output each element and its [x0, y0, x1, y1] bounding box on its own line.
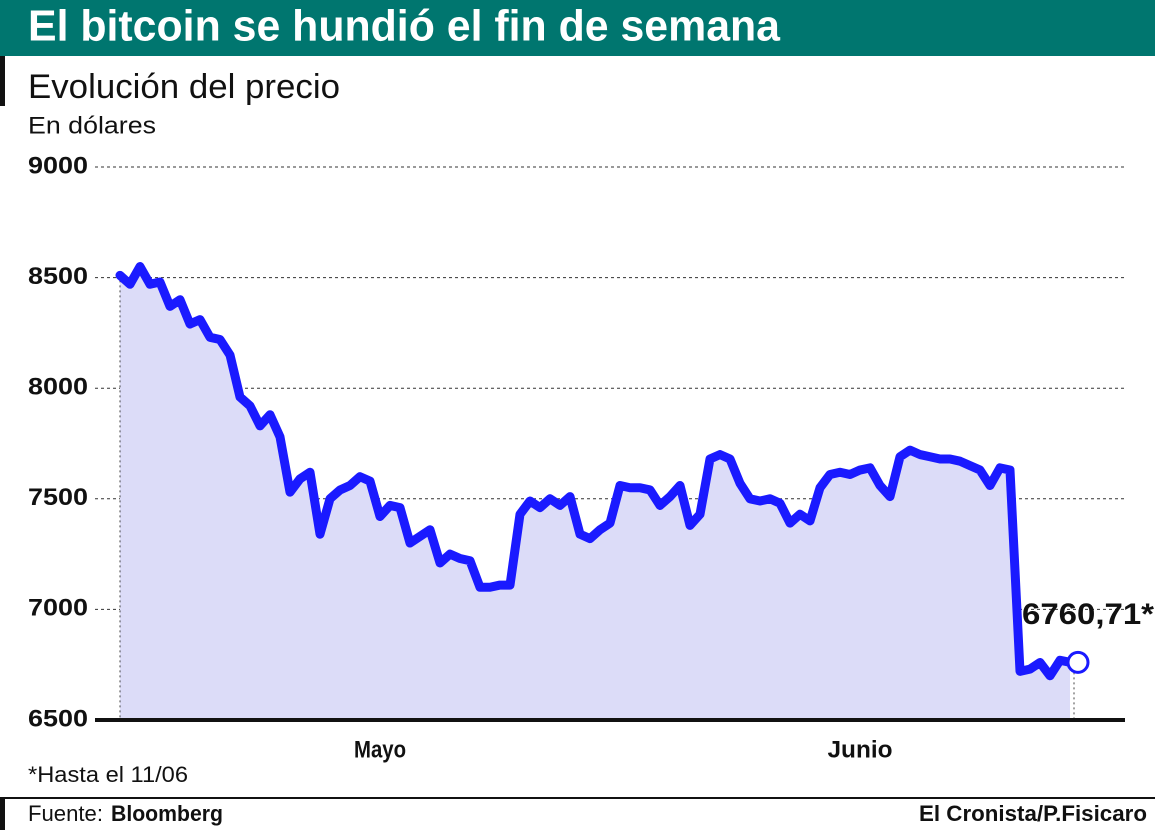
area [120, 266, 1070, 720]
x-tick-label: Junio [828, 736, 893, 763]
y-tick-label: 8000 [28, 374, 88, 401]
source-label: Fuente: [28, 801, 103, 826]
annotation: 6760,71* [1022, 598, 1154, 631]
y-tick-label: 6500 [28, 705, 88, 732]
footer-bar [0, 798, 5, 830]
source: Bloomberg [111, 801, 223, 826]
y-tick-label: 9000 [28, 152, 88, 179]
end-marker [1066, 650, 1090, 674]
footnote: *Hasta el 11/06 [28, 762, 188, 787]
y-tick-label: 7000 [28, 595, 88, 622]
y-tick-label: 8500 [28, 263, 88, 290]
side-bar [0, 56, 5, 106]
y-tick-label: 7500 [28, 484, 88, 511]
y-axis-label: En dólares [28, 112, 156, 139]
title-bar [0, 0, 1155, 56]
chart-title: El bitcoin se hundió el fin de semana [28, 2, 781, 51]
subtitle: Evolución del precio [28, 68, 340, 106]
x-tick-label: Mayo [354, 736, 406, 763]
line [115, 262, 1075, 681]
credit: El Cronista/P.Fisicaro [919, 801, 1147, 826]
